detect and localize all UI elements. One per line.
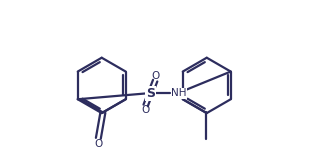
Text: O: O xyxy=(94,139,102,149)
Text: O: O xyxy=(142,105,150,115)
Text: NH: NH xyxy=(171,88,187,98)
Text: S: S xyxy=(146,87,155,100)
Text: O: O xyxy=(151,71,159,81)
